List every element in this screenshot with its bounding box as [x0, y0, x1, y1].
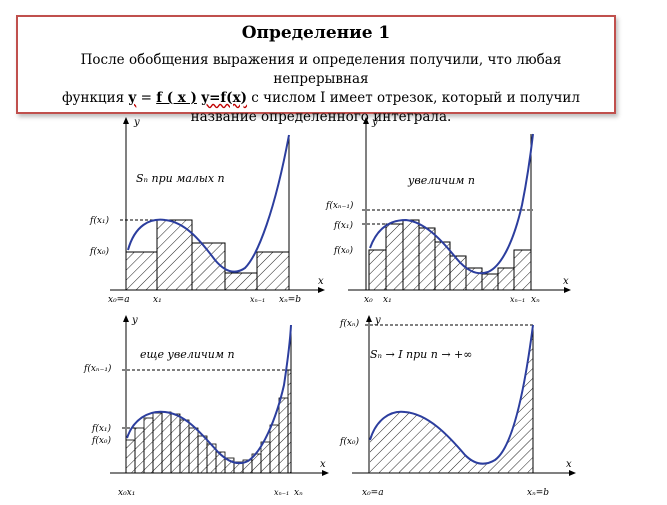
riemann-rect	[260, 441, 271, 474]
label-f-x1: f(x₁)	[89, 215, 110, 226]
function-curve	[369, 324, 534, 465]
function-curve	[127, 134, 290, 273]
label-xn: xₙ=b	[279, 295, 301, 305]
label-xn1: xₙ₋₁	[250, 295, 265, 304]
definition-line-3: название определенного интеграла.	[190, 109, 452, 125]
riemann-rect	[143, 417, 154, 474]
definition-line-2-suffix: с числом I имеет отрезок, который и полу…	[247, 90, 581, 106]
riemann-rect	[269, 424, 280, 474]
label-x0-x1: x₀x₁	[118, 488, 135, 498]
axis-label-y: y	[131, 315, 138, 326]
axis-label-y: y	[133, 117, 140, 128]
label-xn: xₙ=b	[527, 488, 549, 498]
label-x1: x₁	[153, 295, 162, 305]
annotation: Sₙ при малых n	[136, 172, 225, 185]
function-y: y	[128, 90, 137, 106]
definition-box: Определение 1 После обобщения выражения …	[16, 15, 616, 125]
definition-text: После обобщения выражения и определения …	[36, 51, 606, 127]
riemann-rect	[402, 219, 420, 291]
panel-limit: y x Sₙ → I при n → +∞ f(xₙ) f(x₀) x₀=a x…	[339, 315, 576, 498]
definition-line-1: После обобщения выражения и определения …	[80, 52, 562, 87]
axis-label-x: x	[320, 459, 326, 470]
label-f-x0: f(x₀)	[91, 435, 112, 446]
riemann-rect	[161, 411, 172, 474]
riemann-rect	[188, 427, 199, 474]
panel-further-increase-n: y x еще увеличим n f(	[83, 315, 329, 498]
function-yfx: y=f(x)	[201, 90, 248, 106]
riemann-rect	[418, 227, 436, 291]
annotation: еще увеличим n	[140, 348, 235, 361]
annotation: увеличим n	[407, 174, 475, 187]
label-f-x0: f(x₀)	[339, 436, 360, 447]
riemann-rect	[152, 412, 163, 474]
riemann-rect	[256, 251, 290, 291]
label-xn1: xₙ₋₁	[274, 488, 289, 497]
riemann-rect	[481, 273, 499, 291]
label-x0: x₀	[364, 295, 373, 305]
axis-label-x: x	[566, 459, 572, 470]
axis-label-x: x	[318, 276, 324, 287]
riemann-rect	[368, 249, 387, 291]
function-curve	[126, 324, 292, 465]
label-xn: xₙ	[531, 295, 540, 305]
label-f-xn: f(xₙ)	[339, 318, 360, 329]
function-fx: f ( x )	[156, 90, 197, 106]
label-f-xn1: f(xₙ₋₁)	[83, 363, 112, 374]
label-f-xn1: f(xₙ₋₁)	[325, 200, 354, 211]
annotation: Sₙ → I при n → +∞	[370, 348, 472, 361]
riemann-rect	[156, 219, 193, 291]
riemann-rect	[125, 251, 158, 291]
riemann-rect	[497, 267, 515, 291]
panel-increase-n: y x увеличим n f(xₙ₋₁) f(x₁) f(x₀) x₀ x₁…	[325, 117, 571, 305]
axis-label-y: y	[374, 315, 381, 326]
panel-small-n: y x Sₙ при малых n f(x₁) f(x₀) x₀=a x₁ x…	[89, 117, 325, 305]
axis-label-x: x	[563, 276, 569, 287]
function-eq: =	[136, 90, 157, 106]
riemann-rect	[224, 272, 258, 291]
label-f-x1: f(x₁)	[333, 220, 354, 231]
definition-line-2-prefix: функция	[61, 90, 125, 106]
label-f-x0: f(x₀)	[333, 245, 354, 256]
integral-area	[370, 325, 533, 473]
label-x1: x₁	[383, 295, 392, 305]
label-x0: x₀=a	[108, 295, 130, 305]
riemann-rect	[197, 435, 208, 474]
riemann-rect	[278, 397, 289, 474]
function-curve	[369, 133, 534, 275]
riemann-rect	[170, 413, 181, 474]
label-xn: xₙ	[294, 488, 303, 498]
label-x0: x₀=a	[362, 488, 384, 498]
riemann-rect	[513, 249, 532, 291]
riemann-rect	[125, 439, 136, 474]
definition-title: Определение 1	[241, 23, 391, 43]
label-f-x1: f(x₁)	[91, 423, 112, 434]
riemann-rect	[179, 419, 190, 474]
riemann-rect	[134, 427, 145, 474]
label-xn1: xₙ₋₁	[510, 295, 525, 304]
axis-label-y: y	[371, 117, 378, 128]
label-f-x0: f(x₀)	[89, 246, 110, 257]
riemann-rect	[385, 223, 404, 291]
